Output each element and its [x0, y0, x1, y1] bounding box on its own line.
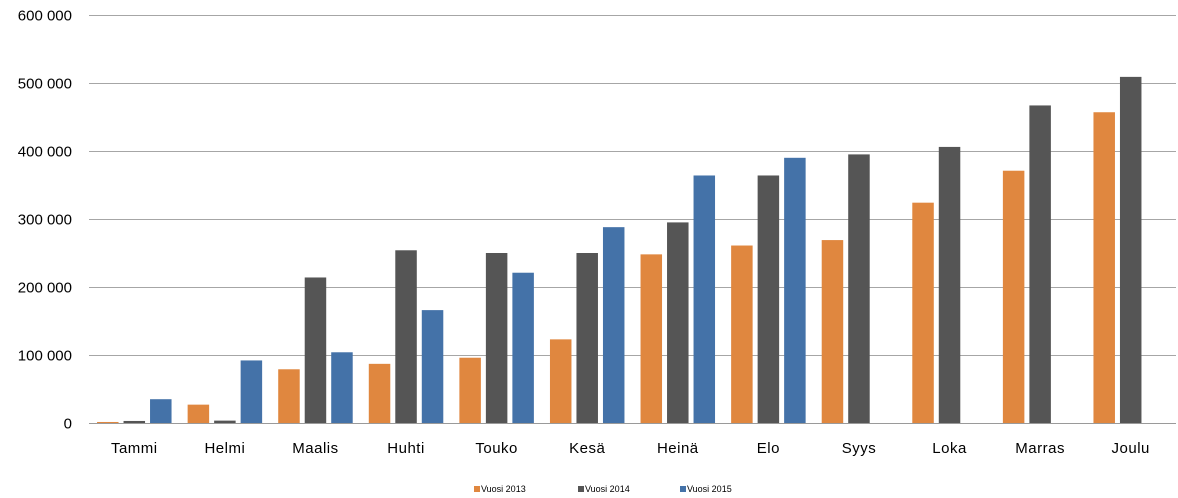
- x-tick-label: Loka: [932, 440, 967, 457]
- x-tick-label: Helmi: [204, 440, 245, 457]
- y-tick-label: 600 000: [18, 8, 72, 25]
- x-tick-label: Joulu: [1112, 440, 1150, 457]
- bar-vuosi-2014-syys: [848, 154, 870, 423]
- bar-vuosi-2013-elo: [731, 246, 753, 423]
- y-tick-label: 400 000: [18, 144, 72, 161]
- bar-vuosi-2014-maalis: [305, 277, 327, 423]
- x-tick-label: Tammi: [111, 440, 158, 457]
- y-tick-label: 0: [64, 416, 72, 433]
- bar-vuosi-2013-maalis: [278, 369, 300, 423]
- bar-vuosi-2015-tammi: [150, 399, 172, 423]
- bar-vuosi-2015-heinä: [694, 175, 716, 423]
- legend-label: Vuosi 2014: [585, 484, 630, 494]
- y-tick-label: 100 000: [18, 348, 72, 365]
- bar-vuosi-2014-loka: [939, 147, 961, 423]
- x-tick-label: Touko: [475, 440, 518, 457]
- bar-vuosi-2013-helmi: [188, 405, 210, 423]
- bar-vuosi-2013-marras: [1003, 171, 1025, 423]
- bar-vuosi-2014-kesä: [576, 253, 598, 423]
- x-axis-labels: Tammi Helmi Maalis Huhti Touko Kesä Heinä Elo Sy…: [111, 440, 1150, 457]
- bar-vuosi-2015-maalis: [331, 352, 353, 423]
- bar-vuosi-2013-kesä: [550, 339, 572, 423]
- x-tick-label: Huhti: [387, 440, 425, 457]
- x-tick-label: Syys: [842, 440, 877, 457]
- y-tick-label: 200 000: [18, 280, 72, 297]
- legend: Vuosi 2013 Vuosi 2014 Vuosi 2015: [474, 484, 732, 494]
- bar-vuosi-2015-huhti: [422, 310, 444, 423]
- bar-vuosi-2013-huhti: [369, 364, 391, 423]
- bar-vuosi-2014-touko: [486, 253, 508, 423]
- x-tick-label: Maalis: [292, 440, 338, 457]
- legend-label: Vuosi 2015: [687, 484, 732, 494]
- bar-vuosi-2014-joulu: [1120, 77, 1142, 423]
- bar-vuosi-2014-marras: [1029, 105, 1051, 423]
- bar-vuosi-2015-touko: [512, 273, 534, 423]
- bar-vuosi-2014-elo: [758, 175, 780, 423]
- bar-vuosi-2013-heinä: [641, 254, 663, 423]
- bar-vuosi-2015-helmi: [241, 360, 263, 423]
- y-tick-label: 500 000: [18, 76, 72, 93]
- x-tick-label: Kesä: [569, 440, 605, 457]
- bar-vuosi-2014-helmi: [214, 421, 236, 423]
- x-tick-label: Marras: [1015, 440, 1065, 457]
- x-tick-label: Heinä: [657, 440, 699, 457]
- bar-vuosi-2013-joulu: [1093, 112, 1115, 423]
- bar-vuosi-2013-touko: [459, 358, 481, 423]
- bar-vuosi-2014-huhti: [395, 250, 417, 423]
- bar-vuosi-2014-heinä: [667, 222, 689, 423]
- bar-vuosi-2014-tammi: [124, 421, 146, 423]
- bar-vuosi-2013-tammi: [97, 422, 119, 423]
- legend-swatch: [578, 486, 584, 492]
- bar-vuosi-2013-loka: [912, 203, 934, 423]
- y-axis-ticks: 0 100 000 200 000 300 000 400 000 500 000 600 …: [18, 8, 72, 433]
- legend-label: Vuosi 2013: [481, 484, 526, 494]
- x-tick-label: Elo: [757, 440, 780, 457]
- bars: [97, 77, 1141, 423]
- bar-vuosi-2013-syys: [822, 240, 844, 423]
- y-tick-label: 300 000: [18, 212, 72, 229]
- legend-swatch: [680, 486, 686, 492]
- bar-vuosi-2015-elo: [784, 158, 806, 423]
- legend-swatch: [474, 486, 480, 492]
- bar-vuosi-2015-kesä: [603, 227, 625, 423]
